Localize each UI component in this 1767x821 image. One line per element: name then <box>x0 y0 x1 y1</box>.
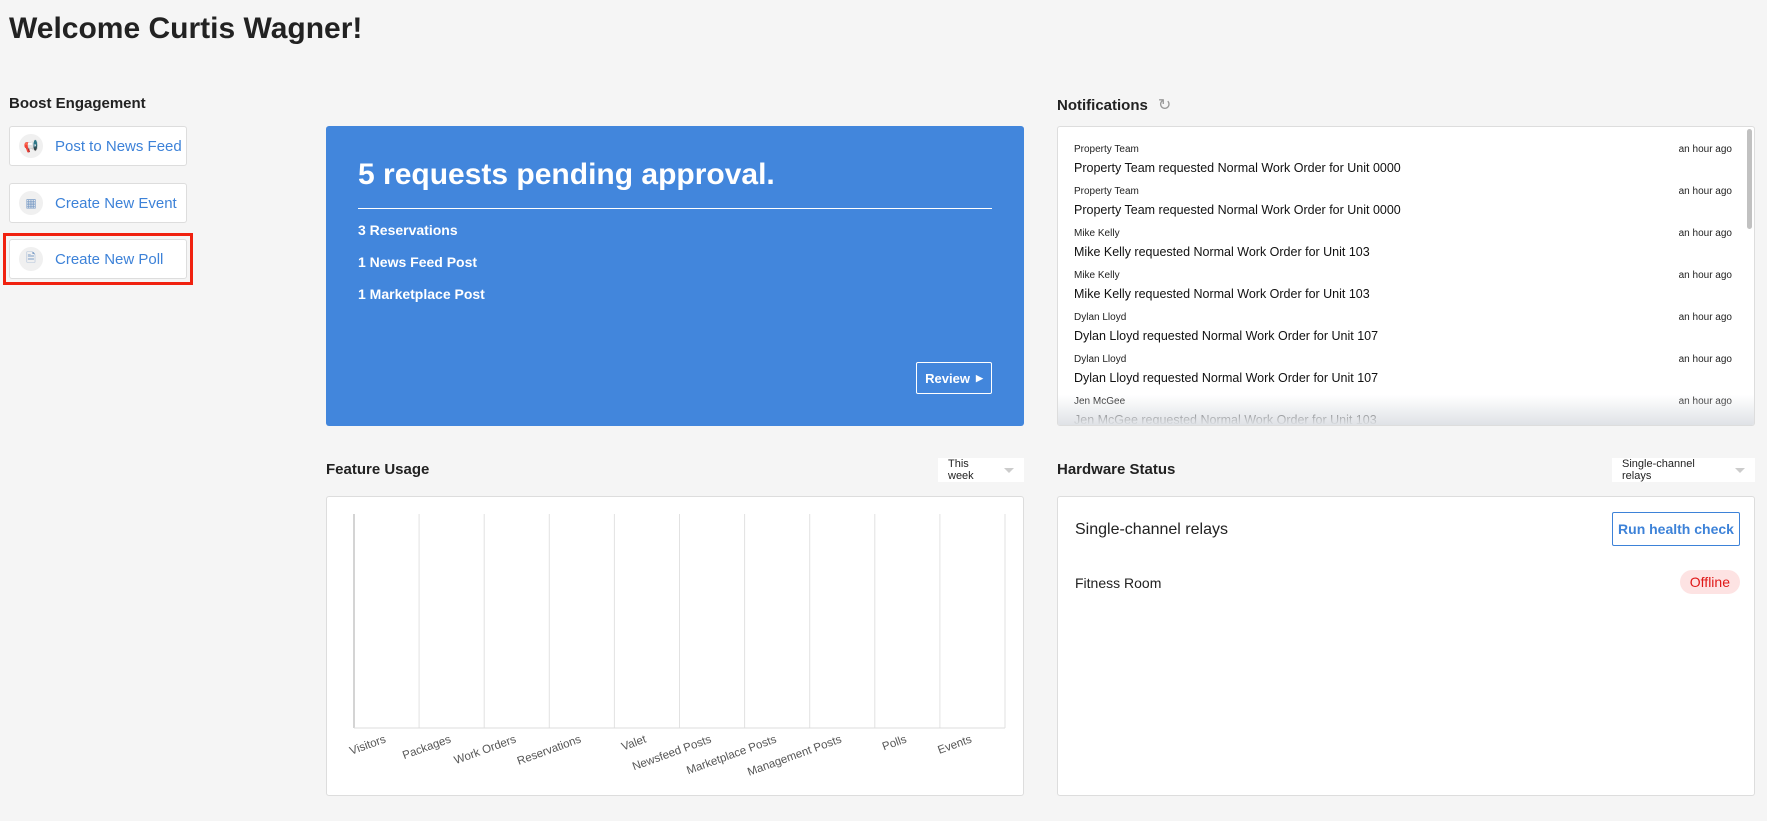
notification-message: Mike Kelly requested Normal Work Order f… <box>1074 287 1370 301</box>
x-tick-label: Valet <box>620 733 649 753</box>
x-tick-label: Work Orders <box>453 733 518 767</box>
range-value: This week <box>948 458 974 482</box>
notification-sender: Property Team <box>1074 144 1139 155</box>
filter-value: Single-channel relays <box>1622 458 1695 482</box>
x-tick-label: Polls <box>881 733 909 753</box>
chevron-down-icon <box>1735 467 1745 473</box>
button-label: Create New Poll <box>55 250 164 268</box>
notification-time: an hour ago <box>1678 312 1732 323</box>
pending-item: 1 Marketplace Post <box>358 286 485 302</box>
notification-item[interactable]: Property Team Property Team requested Nor… <box>1074 144 1732 175</box>
x-tick-label: Events <box>936 733 973 756</box>
notifications-header: Notifications ↻ <box>1057 95 1171 115</box>
chevron-down-icon <box>1004 467 1014 473</box>
notifications-title: Notifications <box>1057 96 1148 114</box>
notification-sender: Dylan Lloyd <box>1074 354 1127 365</box>
review-label: Review <box>925 370 970 386</box>
document-icon: 🗎 <box>19 247 43 271</box>
notification-time: an hour ago <box>1678 144 1732 155</box>
pending-item: 1 News Feed Post <box>358 254 478 270</box>
pending-title: 5 requests pending approval. <box>358 158 775 191</box>
notification-message: Mike Kelly requested Normal Work Order f… <box>1074 245 1370 259</box>
x-tick-label: Visitors <box>348 733 388 757</box>
create-new-event-button[interactable]: ▦ Create New Event <box>9 183 187 223</box>
caret-right-icon: ▶ <box>975 372 983 383</box>
x-tick-label: Reservations <box>516 733 583 767</box>
notifications-list[interactable]: Property Team Property Team requested Nor… <box>1057 126 1755 426</box>
fade-overlay <box>1058 395 1754 425</box>
device-name: Fitness Room <box>1075 575 1162 591</box>
feature-usage-title: Feature Usage <box>326 461 430 478</box>
notification-time: an hour ago <box>1678 270 1732 281</box>
notification-item[interactable]: Dylan Lloyd Dylan Lloyd requested Normal … <box>1074 354 1732 385</box>
hardware-filter-dropdown[interactable]: Single-channel relays <box>1612 458 1755 482</box>
create-new-poll-button[interactable]: 🗎 Create New Poll <box>9 239 187 279</box>
feature-usage-chart: Visitors Packages Work Orders Reservations V… <box>326 496 1024 796</box>
boost-engagement-title: Boost Engagement <box>9 95 146 112</box>
notification-message: Dylan Lloyd requested Normal Work Order … <box>1074 371 1379 385</box>
notification-sender: Dylan Lloyd <box>1074 312 1127 323</box>
notification-sender: Mike Kelly <box>1074 270 1120 281</box>
hardware-status-title: Hardware Status <box>1057 461 1176 478</box>
notification-message: Property Team requested Normal Work Orde… <box>1074 203 1401 217</box>
divider <box>358 208 992 209</box>
notification-sender: Mike Kelly <box>1074 228 1120 239</box>
notification-time: an hour ago <box>1678 228 1732 239</box>
status-badge: Offline <box>1679 570 1740 594</box>
calendar-icon: ▦ <box>19 191 43 215</box>
notification-message: Dylan Lloyd requested Normal Work Order … <box>1074 329 1379 343</box>
hardware-heading: Single-channel relays <box>1075 521 1228 538</box>
notification-time: an hour ago <box>1678 354 1732 365</box>
notification-item[interactable]: Mike Kelly Mike Kelly requested Normal Wo… <box>1074 270 1732 301</box>
post-to-news-feed-button[interactable]: 📢 Post to News Feed <box>9 126 187 166</box>
x-tick-label: Packages <box>401 733 453 762</box>
page-title: Welcome Curtis Wagner! <box>9 12 363 45</box>
run-health-check-button[interactable]: Run health check <box>1612 512 1740 546</box>
refresh-icon[interactable]: ↻ <box>1157 97 1172 114</box>
hardware-status-panel: Single-channel relays Run health check F… <box>1057 496 1755 796</box>
button-label: Post to News Feed <box>55 137 182 155</box>
pending-approval-card: 5 requests pending approval. 3 Reservati… <box>326 126 1024 426</box>
notification-time: an hour ago <box>1678 186 1732 197</box>
scrollbar[interactable] <box>1747 129 1752 229</box>
notification-sender: Property Team <box>1074 186 1139 197</box>
range-dropdown[interactable]: This week <box>938 458 1024 482</box>
notification-message: Property Team requested Normal Work Orde… <box>1074 161 1401 175</box>
pending-item: 3 Reservations <box>358 222 458 238</box>
megaphone-icon: 📢 <box>19 134 43 158</box>
notification-item[interactable]: Property Team Property Team requested Nor… <box>1074 186 1732 217</box>
review-button[interactable]: Review ▶ <box>916 362 992 394</box>
button-label: Create New Event <box>55 194 177 212</box>
notification-item[interactable]: Dylan Lloyd Dylan Lloyd requested Normal … <box>1074 312 1732 343</box>
notification-item[interactable]: Mike Kelly Mike Kelly requested Normal Wo… <box>1074 228 1732 259</box>
highlight-box <box>3 233 193 285</box>
